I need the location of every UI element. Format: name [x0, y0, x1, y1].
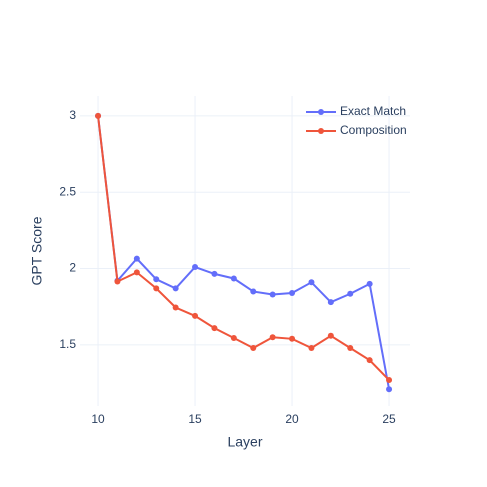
y-axis-label: GPT Score: [29, 216, 45, 285]
x-axis-label: Layer: [227, 434, 262, 450]
data-point: [172, 285, 179, 292]
data-point: [153, 285, 160, 292]
data-point: [366, 280, 373, 287]
data-point: [172, 304, 179, 311]
series-line: [97, 115, 390, 381]
legend-marker: [318, 109, 324, 115]
data-point: [230, 335, 237, 342]
data-point: [230, 275, 237, 282]
data-point: [114, 278, 121, 285]
grid: [80, 96, 410, 406]
data-point: [211, 270, 218, 277]
data-point: [133, 255, 140, 262]
data-point: [308, 279, 315, 286]
data-point: [308, 344, 315, 351]
y-tick-label: 2: [69, 261, 76, 275]
legend-label: Exact Match: [340, 104, 406, 118]
data-point: [386, 386, 393, 393]
series-line: [97, 115, 391, 390]
x-tick-label: 25: [382, 412, 396, 426]
data-point: [95, 112, 102, 119]
y-tick-label: 3: [69, 108, 76, 122]
x-tick-label: 10: [91, 412, 105, 426]
data-point: [289, 335, 296, 342]
data-point: [327, 332, 334, 339]
y-tick-label: 2.5: [59, 184, 76, 198]
legend-marker: [318, 128, 324, 134]
data-point: [192, 312, 199, 319]
data-point: [250, 288, 257, 295]
data-point: [386, 377, 393, 384]
data-point: [327, 299, 334, 306]
data-point: [269, 291, 276, 298]
data-point: [347, 344, 354, 351]
data-point: [250, 344, 257, 351]
data-point: [289, 289, 296, 296]
data-point: [153, 276, 160, 283]
y-tick-label: 1.5: [59, 337, 76, 351]
data-point: [211, 325, 218, 332]
x-tick-label: 15: [188, 412, 202, 426]
data-point: [366, 357, 373, 364]
x-tick-label: 20: [285, 412, 299, 426]
data-point: [347, 290, 354, 297]
data-point: [133, 269, 140, 276]
legend-label: Composition: [340, 123, 407, 137]
data-point: [192, 264, 199, 271]
data-point: [269, 334, 276, 341]
